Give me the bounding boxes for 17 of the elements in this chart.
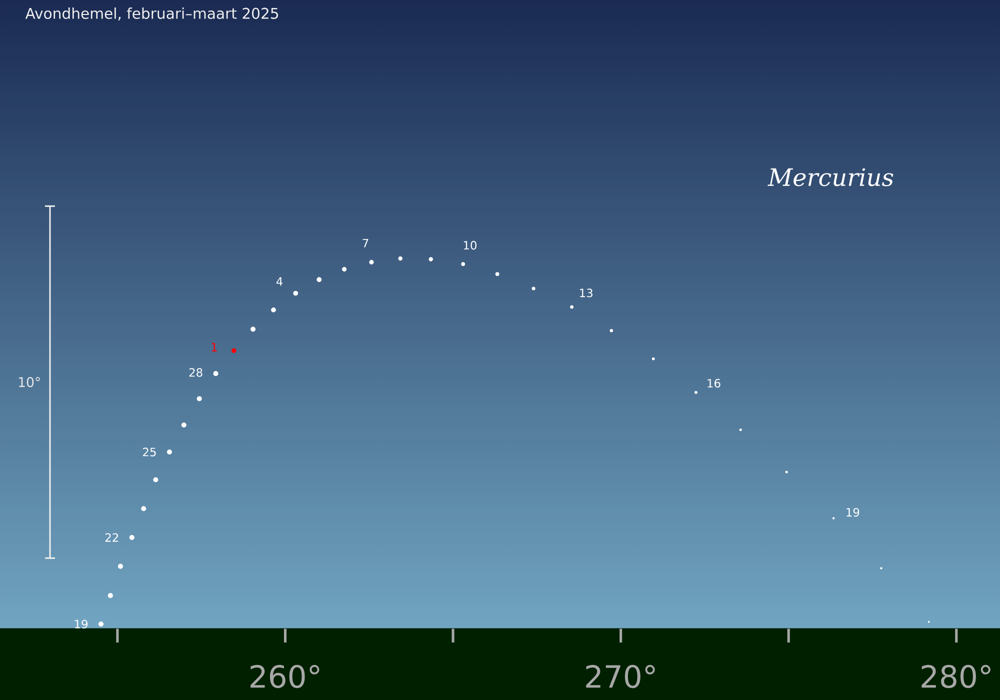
chart-title: Avondhemel, februari–maart 2025 — [25, 8, 278, 20]
annotation: 10 — [464, 240, 476, 250]
annotation: 7 — [362, 238, 368, 248]
x-tick-label: 270° — [586, 664, 655, 688]
annotation: 19 — [846, 508, 860, 517]
x-tick-label: 260° — [250, 664, 320, 688]
x-tick-label: 280° — [922, 664, 990, 688]
y-axis-title: 10° — [18, 377, 40, 388]
annotation: 19 — [74, 620, 88, 628]
annotation: 16 — [708, 378, 720, 388]
annotation: 13 — [580, 288, 592, 298]
annotation: 28 — [189, 368, 202, 377]
annotation: 22 — [105, 533, 118, 542]
text: Mercurius — [768, 168, 894, 186]
annotation: 25 — [143, 448, 156, 456]
annotation: 4 — [276, 277, 283, 286]
annotation: 1 — [212, 342, 217, 352]
